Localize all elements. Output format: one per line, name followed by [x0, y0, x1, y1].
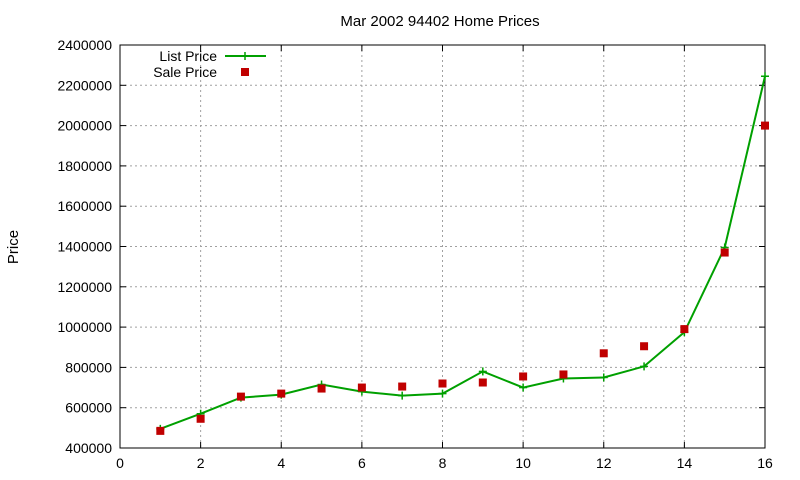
x-tick-label: 8 — [439, 455, 447, 471]
y-tick-label: 1000000 — [57, 319, 112, 335]
x-tick-label: 6 — [358, 455, 366, 471]
sale-price-point — [357, 383, 366, 392]
y-tick-label: 600000 — [65, 400, 112, 416]
list-price-point — [398, 391, 407, 400]
sale-price-point — [398, 382, 407, 391]
chart-title: Mar 2002 94402 Home Prices — [340, 13, 539, 30]
sale-price-point — [478, 378, 487, 387]
y-tick-label: 400000 — [65, 440, 112, 456]
plot-frame — [119, 44, 766, 449]
sale-price-point — [519, 372, 528, 381]
y-tick-label: 1600000 — [57, 198, 112, 214]
list-price-line — [159, 76, 766, 430]
sale-price-point — [196, 414, 205, 423]
y-tick-label: 1200000 — [57, 279, 112, 295]
legend-label: Sale Price — [153, 64, 217, 80]
x-tick-label: 4 — [277, 455, 285, 471]
y-tick-label: 2400000 — [57, 37, 112, 53]
sale-price-point — [761, 121, 769, 130]
x-tick-label: 12 — [596, 455, 612, 471]
sale-price-point — [640, 342, 649, 351]
axes: 0 2 4 6 8 10 12 14 16 400000 600000 800000 1000000 12… — [57, 37, 773, 471]
sale-price-point — [156, 426, 165, 435]
x-tick-label: 2 — [197, 455, 205, 471]
list-price-point — [640, 362, 649, 371]
series-1 — [156, 72, 769, 433]
sale-price-point — [277, 389, 286, 398]
y-tick-label: 800000 — [65, 359, 112, 375]
list-price-point — [478, 367, 487, 376]
sale-price-point — [599, 349, 608, 358]
sale-price-point — [680, 325, 689, 334]
y-tick-label: 2000000 — [57, 118, 112, 134]
x-tick-label: 0 — [116, 455, 124, 471]
list-price-point — [761, 72, 769, 81]
y-tick-label: 2200000 — [57, 77, 112, 93]
series-area — [156, 72, 769, 435]
sale-price-point — [559, 370, 568, 379]
legend-label: List Price — [159, 48, 217, 64]
list-price-point — [519, 383, 528, 392]
grid — [120, 45, 765, 448]
series-2 — [156, 121, 769, 435]
y-axis-label: Price — [5, 230, 22, 264]
x-tick-label: 14 — [677, 455, 693, 471]
sale-price-point — [720, 248, 729, 257]
legend-square-marker — [241, 68, 249, 76]
y-tick-label: 1400000 — [57, 239, 112, 255]
x-tick-label: 16 — [757, 455, 773, 471]
list-price-point — [599, 373, 608, 382]
sale-price-point — [438, 379, 447, 388]
x-tick-label: 10 — [515, 455, 531, 471]
sale-price-point — [317, 384, 326, 393]
legend-plus-marker — [241, 52, 249, 60]
y-tick-label: 1800000 — [57, 158, 112, 174]
list-price-point — [438, 389, 447, 398]
sale-price-point — [236, 392, 245, 401]
